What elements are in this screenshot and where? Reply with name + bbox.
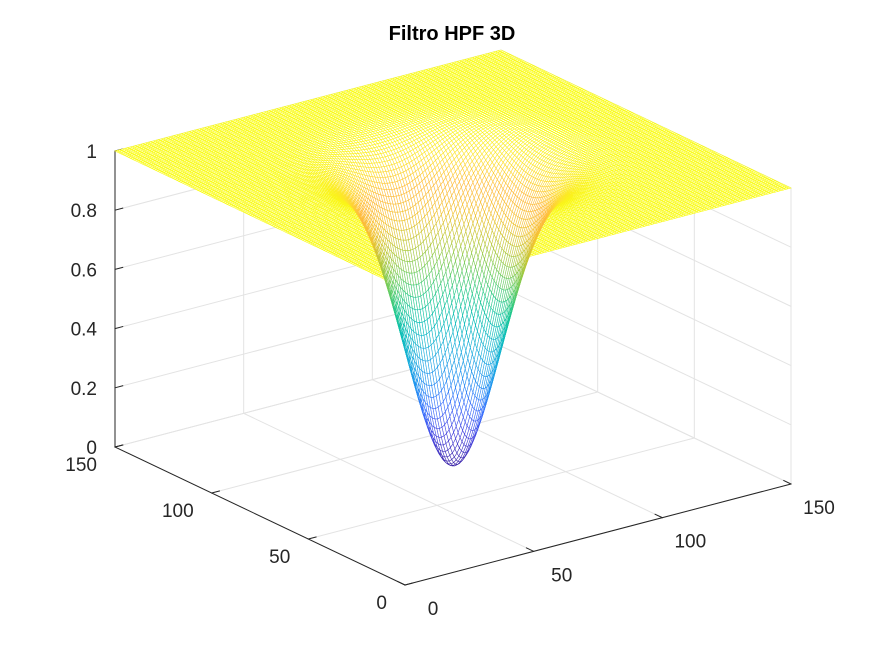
y-tick-mark bbox=[211, 490, 221, 494]
x-tick-mark bbox=[397, 580, 406, 586]
axes-lines bbox=[114, 148, 792, 586]
x-axis-line bbox=[404, 483, 792, 586]
y-tick-mark bbox=[307, 536, 317, 540]
z-tick-mark bbox=[114, 325, 124, 330]
z-tick-mark bbox=[114, 207, 124, 211]
y-axis-line bbox=[114, 446, 406, 586]
z-tick-mark bbox=[114, 266, 124, 271]
x-tick-mark bbox=[783, 479, 792, 485]
surface-plot bbox=[114, 49, 792, 467]
grid-line-floor-y bbox=[211, 391, 599, 494]
y-tick-mark bbox=[404, 582, 414, 586]
x-tick-mark bbox=[654, 513, 663, 519]
grid-line-wall-z bbox=[500, 345, 792, 485]
x-tick-mark bbox=[525, 547, 535, 552]
grid-line-floor-y bbox=[307, 437, 695, 540]
z-tick-mark bbox=[114, 385, 124, 389]
z-tick-mark bbox=[114, 444, 124, 448]
grid-line-floor-x bbox=[243, 412, 535, 552]
grid-line-wall-z bbox=[500, 286, 792, 426]
